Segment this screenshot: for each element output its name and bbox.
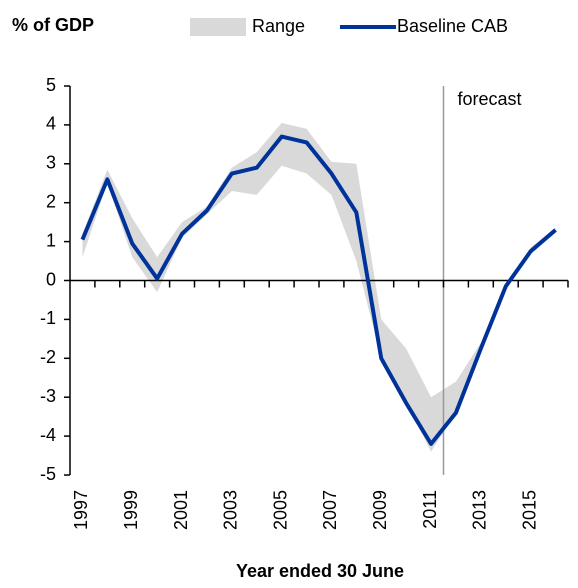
y-tick-label: -3 [40,386,56,406]
x-tick-label: 2001 [171,490,191,530]
y-tick-label: 0 [46,269,56,289]
x-tick-label: 2007 [320,490,340,530]
x-tick-label: 2013 [470,490,490,530]
annotation: forecast [458,89,522,109]
y-tick-label: -1 [40,308,56,328]
x-tick-label: 2003 [221,490,241,530]
legend-label: Baseline CAB [397,16,508,36]
y-tick-label: 5 [46,75,56,95]
x-tick-label: 2015 [519,490,539,530]
y-tick-label: 1 [46,230,56,250]
x-tick-label: 1997 [71,490,91,530]
y-tick-label: -4 [40,425,56,445]
x-tick-label: 2009 [370,490,390,530]
y-tick-label: 2 [46,191,56,211]
legend-label: Range [252,16,305,36]
legend-swatch [190,18,246,36]
y-tick-label: -5 [40,464,56,484]
x-tick-label: 1999 [121,490,141,530]
y-axis-label: % of GDP [12,15,94,35]
y-tick-label: 3 [46,153,56,173]
x-tick-label: 2005 [270,490,290,530]
x-tick-label: 2011 [420,490,440,529]
y-tick-label: 4 [46,114,56,134]
line-series [80,134,557,446]
x-axis-label: Year ended 30 June [236,561,404,581]
y-tick-label: -2 [40,347,56,367]
